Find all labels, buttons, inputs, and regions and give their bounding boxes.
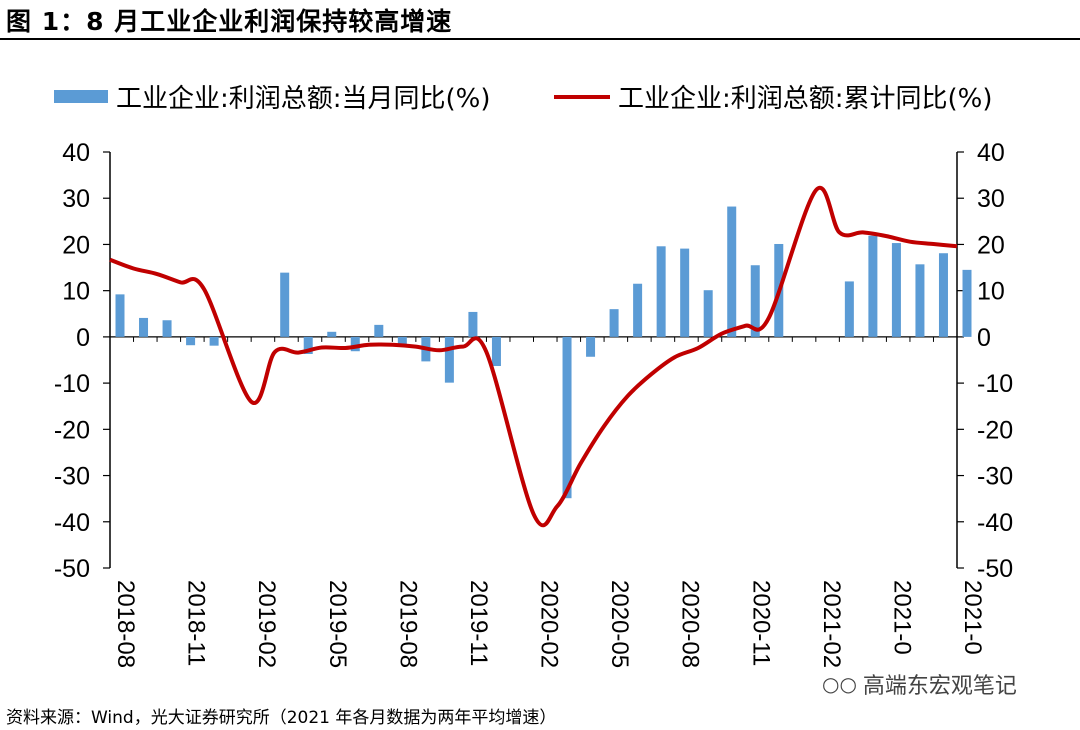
y-tick-label-right: 10 xyxy=(977,278,1005,306)
bar xyxy=(586,336,596,357)
y-tick-label-right: -50 xyxy=(977,555,1013,583)
y-tick-label-left: 30 xyxy=(62,185,90,213)
x-tick-label: 2021-02 xyxy=(818,580,845,668)
x-tick-label: 2020-05 xyxy=(606,580,633,668)
line-series-cumulative xyxy=(109,185,958,528)
bar xyxy=(703,290,713,337)
y-tick-label-right: 20 xyxy=(977,231,1005,259)
bar xyxy=(962,269,972,337)
bar xyxy=(444,336,454,383)
y-tick-label-right: 30 xyxy=(977,185,1005,213)
y-tick-label-right: 0 xyxy=(977,324,991,352)
bar xyxy=(868,235,878,337)
bar xyxy=(656,246,666,337)
y-tick-label-left: 20 xyxy=(62,231,90,259)
y-tick-label-left: 40 xyxy=(62,139,90,167)
legend-item-cumulative: 工业企业:利润总额:累计同比(%) xyxy=(554,78,993,115)
x-tick-label: 2019-11 xyxy=(465,580,492,666)
watermark-text: 高端东宏观笔记 xyxy=(862,674,1017,699)
x-tick-label: 2019-02 xyxy=(253,580,280,668)
y-tick-label-left: -20 xyxy=(54,416,90,444)
bar xyxy=(468,311,478,337)
bar xyxy=(350,336,360,352)
title-rule xyxy=(0,38,1080,40)
legend-swatch-bar xyxy=(54,90,108,103)
bar xyxy=(750,265,760,337)
bar xyxy=(280,272,290,337)
y-tick-label-right: 40 xyxy=(977,139,1005,167)
legend-item-monthly: 工业企业:利润总额:当月同比(%) xyxy=(54,78,491,115)
bar xyxy=(186,336,196,346)
x-tick-label: 2021-0 xyxy=(959,580,986,655)
bar xyxy=(727,206,737,337)
bar xyxy=(374,324,384,337)
x-tick-label: 2020-08 xyxy=(677,580,704,668)
bar xyxy=(491,336,501,367)
bar xyxy=(162,320,172,337)
chart-legend: 工业企业:利润总额:当月同比(%) 工业企业:利润总额:累计同比(%) xyxy=(0,78,1080,115)
y-tick-label-right: -40 xyxy=(977,509,1013,537)
wechat-icon: ○○ xyxy=(822,672,857,696)
y-tick-label-right: -20 xyxy=(977,416,1013,444)
bar xyxy=(633,283,643,337)
x-tick-label: 2020-02 xyxy=(536,580,563,668)
bar xyxy=(915,264,925,337)
bar xyxy=(115,294,125,337)
y-tick-label-left: 10 xyxy=(62,278,90,306)
y-tick-label-right: -30 xyxy=(977,463,1013,491)
y-tick-label-right: -10 xyxy=(977,370,1013,398)
bar xyxy=(891,243,901,337)
bar xyxy=(844,281,854,337)
bar xyxy=(680,248,690,337)
x-tick-label: 2018-11 xyxy=(183,580,210,666)
y-tick-label-left: -40 xyxy=(54,509,90,537)
page-title: 图 1：8 月工业企业利润保持较高增速 xyxy=(6,7,453,36)
legend-label-cumulative: 工业企业:利润总额:累计同比(%) xyxy=(618,84,993,114)
x-tick-label: 2019-05 xyxy=(324,580,351,668)
watermark: ○○ 高端东宏观笔记 xyxy=(822,668,1017,700)
legend-label-monthly: 工业企业:利润总额:当月同比(%) xyxy=(116,84,491,114)
chart-area: 40 40 30 30 20 20 10 10 0 0 -10 -10 -20 -20 -30 -30 -40 -… xyxy=(54,139,1013,668)
x-tick-label: 2018-08 xyxy=(112,580,139,668)
bar xyxy=(139,317,149,337)
source-note: 资料来源：Wind，光大证券研究所（2021 年各月数据为两年平均增速） xyxy=(6,708,557,728)
bar xyxy=(397,336,407,347)
bar xyxy=(562,336,572,499)
bar xyxy=(209,336,219,346)
y-tick-label-left: -10 xyxy=(54,370,90,398)
bar xyxy=(327,331,337,337)
y-tick-label-left: -50 xyxy=(54,555,90,583)
x-tick-label: 2019-08 xyxy=(394,580,421,668)
y-tick-label-left: -30 xyxy=(54,463,90,491)
y-tick-label-left: 0 xyxy=(76,324,90,352)
x-tick-label: 2021-0 xyxy=(888,580,915,655)
bar xyxy=(609,309,619,337)
legend-swatch-line xyxy=(554,94,610,99)
x-tick-label: 2020-11 xyxy=(747,580,774,666)
bar xyxy=(938,253,948,337)
bar xyxy=(303,336,313,354)
